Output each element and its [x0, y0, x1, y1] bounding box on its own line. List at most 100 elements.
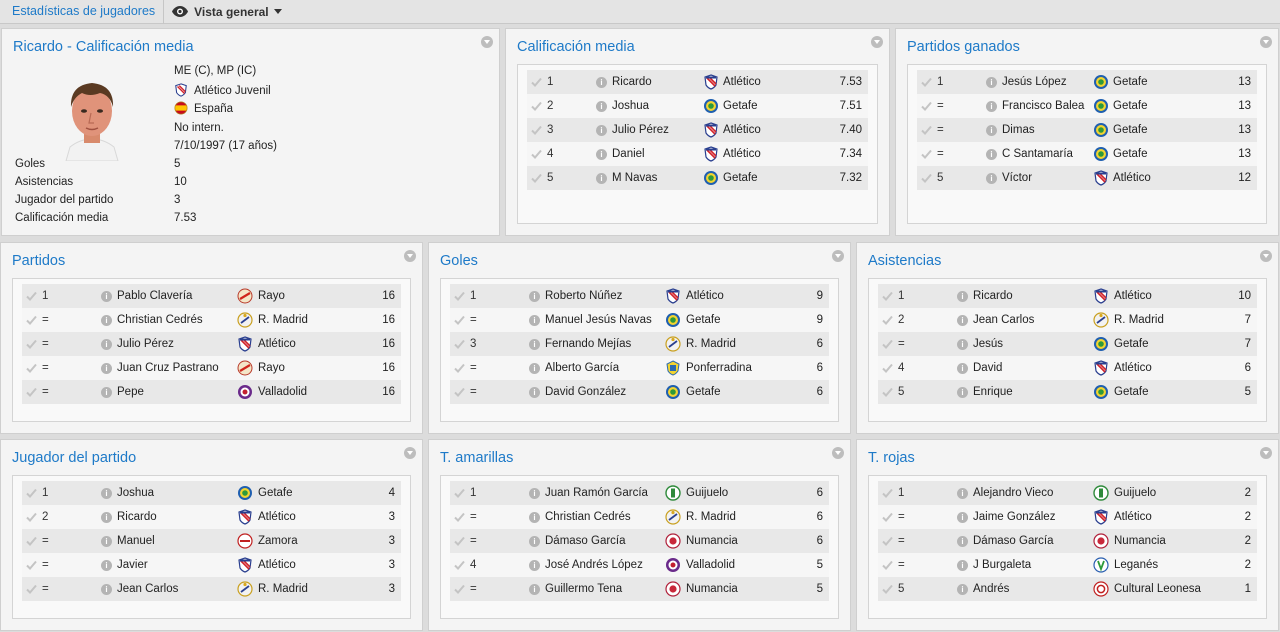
info-icon[interactable]: i — [529, 338, 540, 350]
check-icon[interactable] — [454, 488, 465, 498]
info-icon[interactable]: i — [957, 338, 968, 350]
player-name[interactable]: Jaime González — [973, 511, 1056, 523]
player-name[interactable]: Javier — [117, 559, 148, 571]
club-name[interactable]: Valladolid — [258, 386, 308, 398]
table-row[interactable]: = i Francisco Balea Getafe 13 — [917, 94, 1257, 118]
table-row[interactable]: 5 i Víctor Atlético 12 — [917, 166, 1257, 190]
player-name[interactable]: David — [973, 362, 1003, 374]
panel-menu-icon[interactable] — [481, 36, 493, 48]
panel-menu-icon[interactable] — [404, 447, 416, 459]
player-nation[interactable]: España — [174, 100, 233, 118]
club-name[interactable]: Atlético — [1114, 362, 1152, 374]
table-row[interactable]: = i Manuel Jesús Navas Getafe 9 — [450, 308, 829, 332]
player-name[interactable]: Ricardo — [612, 76, 652, 88]
table-row[interactable]: = i Dámaso García Numancia 6 — [450, 529, 829, 553]
check-icon[interactable] — [921, 77, 932, 87]
info-icon[interactable]: i — [957, 290, 968, 302]
check-icon[interactable] — [531, 101, 542, 111]
info-icon[interactable]: i — [529, 362, 540, 374]
check-icon[interactable] — [921, 125, 932, 135]
check-icon[interactable] — [882, 584, 893, 594]
table-row[interactable]: 4 i David Atlético 6 — [878, 356, 1257, 380]
check-icon[interactable] — [454, 512, 465, 522]
club-name[interactable]: Getafe — [1114, 386, 1149, 398]
info-icon[interactable]: i — [101, 487, 112, 499]
table-row[interactable]: = i Jean Carlos R. Madrid 3 — [22, 577, 401, 601]
check-icon[interactable] — [26, 584, 37, 594]
info-icon[interactable]: i — [101, 559, 112, 571]
table-row[interactable]: 1 i Alejandro Vieco Guijuelo 2 — [878, 481, 1257, 505]
info-icon[interactable]: i — [957, 314, 968, 326]
check-icon[interactable] — [454, 291, 465, 301]
info-icon[interactable]: i — [957, 487, 968, 499]
player-name[interactable]: Pepe — [117, 386, 144, 398]
table-row[interactable]: 1 i Ricardo Atlético 7.53 — [527, 70, 868, 94]
club-name[interactable]: Atlético — [258, 511, 296, 523]
table-row[interactable]: 5 i M Navas Getafe 7.32 — [527, 166, 868, 190]
info-icon[interactable]: i — [101, 290, 112, 302]
table-row[interactable]: 1 i Juan Ramón García Guijuelo 6 — [450, 481, 829, 505]
view-selector[interactable]: Vista general — [164, 5, 282, 19]
player-name[interactable]: Joshua — [117, 487, 155, 499]
player-name[interactable]: David González — [545, 386, 627, 398]
player-name[interactable]: Manuel — [117, 535, 155, 547]
check-icon[interactable] — [882, 387, 893, 397]
info-icon[interactable]: i — [101, 386, 112, 398]
info-icon[interactable]: i — [957, 362, 968, 374]
player-name[interactable]: Daniel — [612, 148, 645, 160]
info-icon[interactable]: i — [957, 583, 968, 595]
player-name[interactable]: Dámaso García — [545, 535, 626, 547]
check-icon[interactable] — [531, 149, 542, 159]
info-icon[interactable]: i — [101, 338, 112, 350]
club-name[interactable]: Atlético — [1114, 290, 1152, 302]
club-name[interactable]: Rayo — [258, 362, 285, 374]
club-name[interactable]: Getafe — [258, 487, 293, 499]
panel-menu-icon[interactable] — [871, 36, 883, 48]
club-name[interactable]: Getafe — [1113, 124, 1148, 136]
info-icon[interactable]: i — [957, 511, 968, 523]
info-icon[interactable]: i — [596, 76, 607, 88]
player-name[interactable]: Ricardo — [973, 290, 1013, 302]
panel-menu-icon[interactable] — [1260, 447, 1272, 459]
check-icon[interactable] — [26, 339, 37, 349]
table-row[interactable]: 1 i Roberto Núñez Atlético 9 — [450, 284, 829, 308]
info-icon[interactable]: i — [101, 535, 112, 547]
check-icon[interactable] — [26, 315, 37, 325]
table-row[interactable]: = i J Burgaleta Leganés 2 — [878, 553, 1257, 577]
club-name[interactable]: Cultural Leonesa — [1114, 583, 1201, 595]
player-name[interactable]: Ricardo — [117, 511, 157, 523]
check-icon[interactable] — [882, 512, 893, 522]
player-name[interactable]: Jesús López — [1002, 76, 1067, 88]
info-icon[interactable]: i — [986, 124, 997, 136]
check-icon[interactable] — [26, 291, 37, 301]
club-name[interactable]: Guijuelo — [1114, 487, 1157, 499]
check-icon[interactable] — [454, 387, 465, 397]
table-row[interactable]: 3 i Fernando Mejías R. Madrid 6 — [450, 332, 829, 356]
player-name[interactable]: Christian Cedrés — [545, 511, 631, 523]
player-name[interactable]: Dámaso García — [973, 535, 1054, 547]
club-name[interactable]: Atlético — [1113, 172, 1151, 184]
club-name[interactable]: R. Madrid — [1114, 314, 1164, 326]
club-name[interactable]: R. Madrid — [258, 314, 308, 326]
info-icon[interactable]: i — [596, 124, 607, 136]
table-row[interactable]: 1 i Joshua Getafe 4 — [22, 481, 401, 505]
table-row[interactable]: 5 i Andrés Cultural Leonesa 1 — [878, 577, 1257, 601]
info-icon[interactable]: i — [529, 386, 540, 398]
player-name[interactable]: Jean Carlos — [973, 314, 1035, 326]
table-row[interactable]: = i Jaime González Atlético 2 — [878, 505, 1257, 529]
player-name[interactable]: José Andrés López — [545, 559, 643, 571]
table-row[interactable]: 4 i Daniel Atlético 7.34 — [527, 142, 868, 166]
table-row[interactable]: 1 i Pablo Clavería Rayo 16 — [22, 284, 401, 308]
player-name[interactable]: M Navas — [612, 172, 658, 184]
table-row[interactable]: 4 i José Andrés López Valladolid 5 — [450, 553, 829, 577]
table-row[interactable]: 2 i Jean Carlos R. Madrid 7 — [878, 308, 1257, 332]
table-row[interactable]: 2 i Joshua Getafe 7.51 — [527, 94, 868, 118]
check-icon[interactable] — [921, 101, 932, 111]
club-name[interactable]: Getafe — [686, 386, 721, 398]
check-icon[interactable] — [882, 560, 893, 570]
table-row[interactable]: = i David González Getafe 6 — [450, 380, 829, 404]
club-name[interactable]: Getafe — [1113, 100, 1148, 112]
table-row[interactable]: = i Dimas Getafe 13 — [917, 118, 1257, 142]
check-icon[interactable] — [454, 339, 465, 349]
player-name[interactable]: Jesús — [973, 338, 1004, 350]
